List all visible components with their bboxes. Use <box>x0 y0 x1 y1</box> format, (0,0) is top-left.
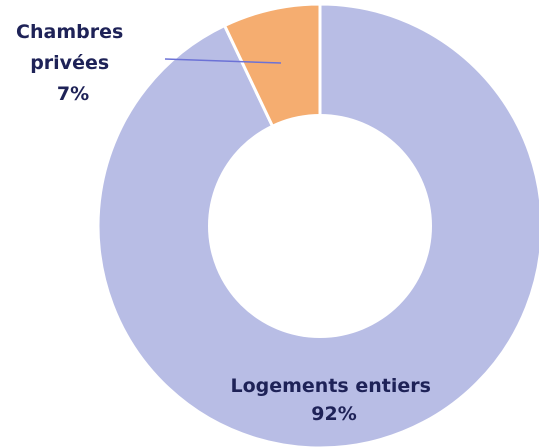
leader-line-private <box>164 58 282 64</box>
label-entire: Logements entiers 92% <box>230 375 437 425</box>
label-private-line-2: privées <box>30 52 109 74</box>
label-private: Chambres privées 7% <box>16 21 130 105</box>
label-private-line-1: Chambres <box>16 21 123 43</box>
label-private-value: 7% <box>57 83 89 105</box>
label-entire-line-1: Logements entiers <box>230 375 430 397</box>
donut-hole <box>208 114 432 338</box>
label-entire-value: 92% <box>311 403 356 425</box>
